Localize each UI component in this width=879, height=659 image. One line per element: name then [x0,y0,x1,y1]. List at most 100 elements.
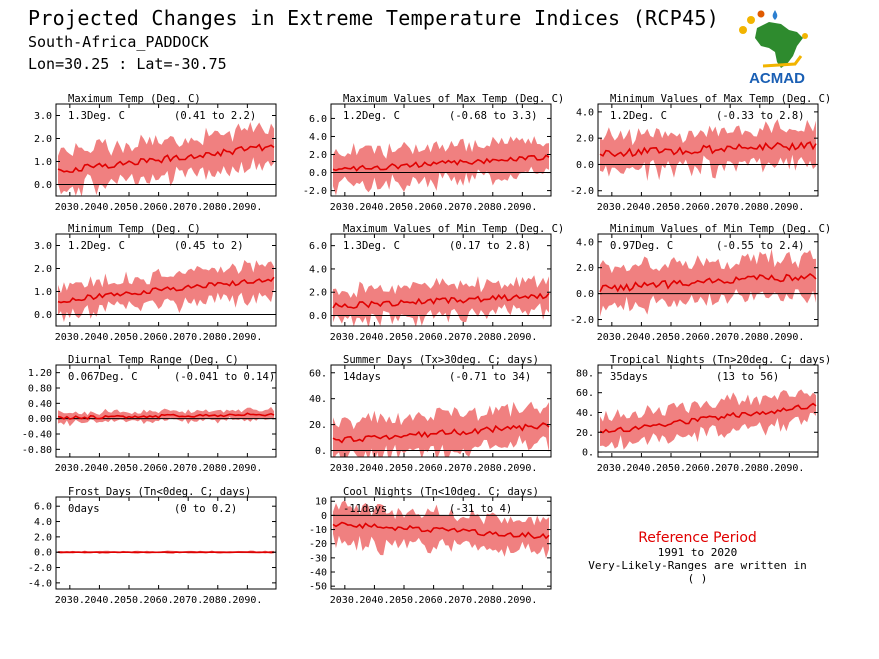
x-tick-label: 2040. [626,463,656,474]
mean-line [332,292,550,309]
mean-line [332,154,550,172]
chart-title: Summer Days (Tx>30deg. C; days) [343,354,539,366]
plot-frame [55,364,277,458]
plot-frame [330,364,552,458]
x-tick-label: 2060. [144,332,174,343]
range-band [58,259,274,322]
x-tick-label: 2060. [144,595,174,606]
likely-range: (-0.041 to 0.14) [174,371,275,383]
y-tick-label: 1.0 [34,287,52,298]
mean-line [599,402,817,434]
x-tick-label: 2030. [597,202,627,213]
reference-note: Very-Likely-Ranges are written in ( ) [588,559,807,585]
chart-title: Diurnal Temp Range (Deg. C) [68,354,239,366]
page-title: Projected Changes in Extreme Temperature… [28,6,720,30]
plot-frame [55,496,277,590]
x-tick-label: 2050. [114,332,144,343]
x-tick-label: 2040. [626,202,656,213]
x-tick-label: 2090. [507,202,537,213]
change-annotation: 14days [343,371,381,383]
x-tick-label: 2090. [774,463,804,474]
x-tick-label: 2030. [55,332,85,343]
region-subtitle: South-Africa_PADDOCK [28,33,209,51]
x-tick-label: 2030. [55,595,85,606]
y-tick-label: 2.0 [309,288,327,299]
reference-period: 1991 to 2020 [657,546,738,559]
mean-line [57,276,275,304]
chart-title: Maximum Temp (Deg. C) [68,93,201,105]
svg-text:ACMAD: ACMAD [749,70,805,86]
reference-title: Reference Period [638,530,757,546]
x-tick-label: 2080. [203,332,233,343]
x-tick-label: 2030. [330,202,360,213]
plot-frame [330,103,552,197]
x-tick-label: 2040. [359,332,389,343]
y-tick-label: 60. [576,388,594,399]
mean-line [599,273,817,293]
x-tick-label: 2030. [330,463,360,474]
y-tick-label: -20 [309,539,327,550]
x-tick-label: 2090. [507,332,537,343]
x-tick-label: 2060. [686,332,716,343]
x-tick-label: 2080. [203,202,233,213]
x-tick-label: 2060. [144,463,174,474]
y-tick-label: 1.0 [34,157,52,168]
likely-range: (0 to 0.2) [174,503,237,515]
chart-title: Maximum Values of Min Temp (Deg. C) [343,223,564,235]
change-annotation: 35days [610,371,648,383]
y-tick-label: -10 [309,525,327,536]
x-tick-label: 2050. [389,595,419,606]
chart-title: Tropical Nights (Tn>20deg. C; days) [610,354,831,366]
x-tick-label: 2070. [715,463,745,474]
y-tick-label: 6.0 [309,241,327,252]
change-annotation: 0.067Deg. C [68,371,138,383]
y-tick-label: 0.0 [576,160,594,171]
plot-frame [597,103,819,197]
y-tick-label: -2.0 [303,186,327,197]
y-tick-label: -2.0 [570,315,594,326]
likely-range: (0.41 to 2.2) [174,110,256,122]
y-tick-label: 80. [576,368,594,379]
x-tick-label: 2050. [389,463,419,474]
range-band [333,275,549,326]
x-tick-label: 2080. [745,332,775,343]
x-tick-label: 2060. [686,463,716,474]
x-tick-label: 2080. [478,332,508,343]
y-tick-label: -4.0 [28,578,52,589]
plot-frame [55,103,277,197]
y-tick-label: 60. [309,368,327,379]
mean-line [57,412,275,420]
range-band [58,122,274,196]
x-tick-label: 2050. [114,595,144,606]
y-tick-label: 20. [309,420,327,431]
y-tick-label: 2.0 [34,134,52,145]
x-tick-label: 2040. [84,595,114,606]
x-tick-label: 2090. [232,463,262,474]
x-tick-label: 2070. [173,202,203,213]
x-tick-label: 2060. [419,463,449,474]
y-tick-label: 0. [315,446,327,457]
x-tick-label: 2060. [419,332,449,343]
likely-range: (-0.71 to 34) [449,371,531,383]
mean-line [599,141,817,158]
y-tick-label: 0.80 [28,384,52,395]
chart-title: Minimum Temp (Deg. C) [68,223,201,235]
change-annotation: 0.97Deg. C [610,240,673,252]
x-tick-label: 2050. [114,202,144,213]
x-tick-label: 2070. [448,595,478,606]
x-tick-label: 2040. [84,332,114,343]
y-tick-label: 4.0 [309,132,327,143]
x-tick-label: 2030. [330,332,360,343]
plot-frame [597,233,819,327]
chart-panel: 80.60.40.20.0.2030. 2040. 2050. 2060. 2070. 2… [576,354,831,474]
mean-line [332,422,550,444]
x-tick-label: 2060. [686,202,716,213]
y-tick-label: 3.0 [34,111,52,122]
range-band [333,136,549,196]
